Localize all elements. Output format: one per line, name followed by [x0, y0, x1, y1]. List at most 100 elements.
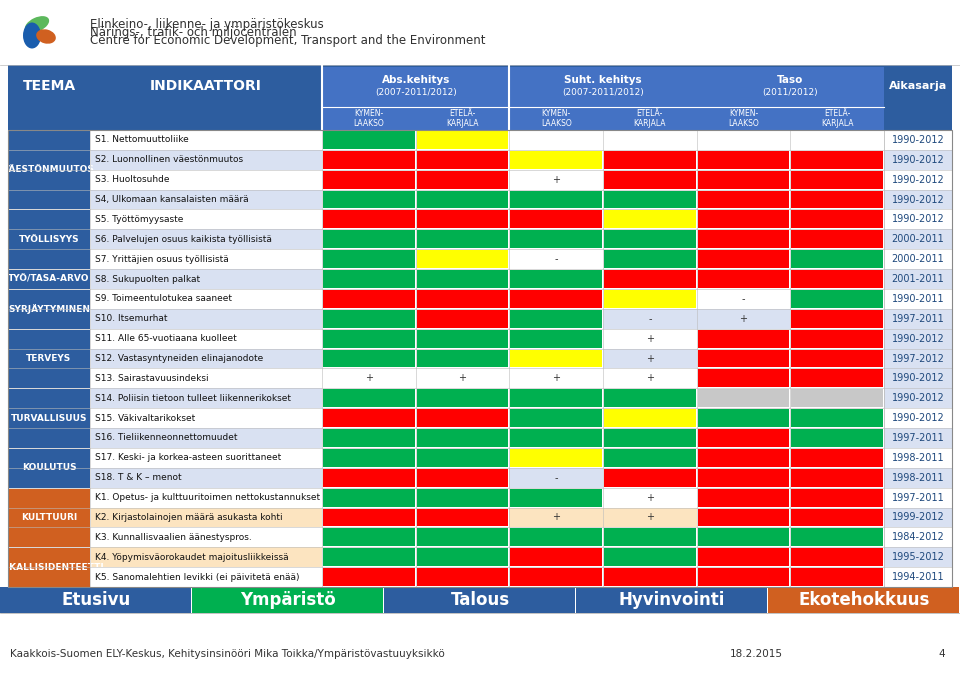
Bar: [511, 290, 602, 308]
Bar: [698, 509, 789, 526]
Bar: [698, 270, 789, 288]
Text: S4, Ulkomaan kansalaisten määrä: S4, Ulkomaan kansalaisten määrä: [95, 195, 249, 204]
Bar: [698, 329, 789, 348]
Bar: [323, 131, 415, 149]
Bar: [0, 0, 960, 65]
Bar: [90, 269, 322, 289]
Text: +: +: [459, 373, 467, 384]
Bar: [884, 547, 952, 567]
Bar: [417, 548, 509, 566]
Text: K3. Kunnallisvaalien äänestyspros.: K3. Kunnallisvaalien äänestyspros.: [95, 533, 252, 542]
Text: S10. Itsemurhat: S10. Itsemurhat: [95, 314, 167, 323]
Bar: [510, 368, 603, 389]
Text: TYÖLLISYYS: TYÖLLISYYS: [18, 235, 80, 244]
Bar: [417, 489, 509, 507]
Bar: [604, 190, 696, 208]
Bar: [698, 409, 789, 427]
Bar: [90, 190, 322, 209]
Text: ETELÄ-
KARJALA: ETELÄ- KARJALA: [634, 109, 666, 128]
Bar: [884, 567, 952, 587]
Bar: [90, 547, 322, 567]
Text: -: -: [742, 294, 745, 304]
Bar: [323, 329, 415, 348]
Bar: [8, 209, 90, 269]
Text: KYMEN-
LAAKSO: KYMEN- LAAKSO: [353, 109, 384, 128]
Bar: [884, 329, 952, 349]
Text: K2. Kirjastolainojen määrä asukasta kohti: K2. Kirjastolainojen määrä asukasta koht…: [95, 513, 282, 522]
Bar: [884, 229, 952, 250]
Bar: [791, 290, 883, 308]
Text: Ekotehokkuus: Ekotehokkuus: [799, 591, 929, 609]
Text: S12. Vastasyntyneiden elinajanodote: S12. Vastasyntyneiden elinajanodote: [95, 354, 263, 363]
Bar: [323, 389, 415, 407]
Text: KYMEN-
LAAKSO: KYMEN- LAAKSO: [728, 109, 758, 128]
Text: 2000-2011: 2000-2011: [892, 234, 945, 244]
Bar: [791, 449, 883, 467]
Bar: [90, 150, 322, 170]
Text: Suht. kehitys: Suht. kehitys: [564, 75, 642, 85]
Bar: [791, 310, 883, 328]
Bar: [698, 370, 789, 387]
Text: S13. Sairastavuusindeksi: S13. Sairastavuusindeksi: [95, 374, 208, 383]
Text: 1990-2012: 1990-2012: [892, 373, 945, 384]
Text: S14. Poliisin tietoon tulleet liikennerikokset: S14. Poliisin tietoon tulleet liikenneri…: [95, 394, 291, 402]
Bar: [791, 350, 883, 368]
Text: S9. Toimeentulotukea saaneet: S9. Toimeentulotukea saaneet: [95, 295, 232, 304]
Bar: [698, 548, 789, 566]
Bar: [90, 389, 322, 408]
Bar: [791, 489, 883, 507]
Text: -: -: [648, 313, 652, 324]
Bar: [417, 151, 509, 169]
Bar: [884, 269, 952, 289]
Text: TURVALLISUUS: TURVALLISUUS: [11, 414, 87, 423]
Bar: [604, 270, 696, 288]
Bar: [323, 568, 415, 586]
Bar: [884, 468, 952, 488]
Bar: [510, 250, 603, 269]
Bar: [604, 429, 696, 447]
Bar: [322, 107, 416, 130]
Bar: [603, 329, 697, 349]
Bar: [323, 548, 415, 566]
Text: Abs.kehitys: Abs.kehitys: [381, 75, 450, 85]
Bar: [323, 211, 415, 229]
Bar: [698, 429, 789, 447]
Bar: [884, 309, 952, 329]
Text: 1990-2011: 1990-2011: [892, 294, 945, 304]
Bar: [90, 329, 322, 349]
Text: 1990-2012: 1990-2012: [892, 393, 945, 403]
Text: S6. Palvelujen osuus kaikista työllisistä: S6. Palvelujen osuus kaikista työllisist…: [95, 235, 272, 244]
Text: Närings-, trafik- och miljöcentralen: Närings-, trafik- och miljöcentralen: [90, 26, 297, 39]
Bar: [8, 289, 90, 329]
Bar: [884, 507, 952, 528]
Bar: [416, 107, 510, 130]
Bar: [604, 211, 696, 229]
Bar: [603, 130, 697, 150]
Bar: [791, 250, 883, 268]
Bar: [698, 230, 789, 248]
Text: (2011/2012): (2011/2012): [762, 88, 818, 97]
Bar: [884, 368, 952, 389]
Text: KYMEN-
LAAKSO: KYMEN- LAAKSO: [540, 109, 571, 128]
Bar: [603, 488, 697, 507]
Bar: [323, 528, 415, 546]
Bar: [8, 389, 90, 448]
Bar: [323, 190, 415, 208]
Bar: [698, 190, 789, 208]
Bar: [511, 429, 602, 447]
Bar: [791, 370, 883, 387]
Bar: [884, 408, 952, 428]
Bar: [8, 448, 90, 488]
Text: S15. Väkivaltarikokset: S15. Väkivaltarikokset: [95, 414, 195, 423]
Bar: [417, 509, 509, 526]
Bar: [8, 65, 322, 107]
Bar: [791, 171, 883, 188]
Bar: [790, 130, 884, 150]
Bar: [884, 65, 952, 107]
Bar: [791, 151, 883, 169]
Bar: [791, 329, 883, 348]
Bar: [604, 171, 696, 188]
Text: S16. Tieliikenneonnettomuudet: S16. Tieliikenneonnettomuudet: [95, 434, 237, 443]
Text: +: +: [365, 373, 372, 384]
Text: VÄESTÖNMUUTOS: VÄESTÖNMUUTOS: [3, 165, 95, 174]
